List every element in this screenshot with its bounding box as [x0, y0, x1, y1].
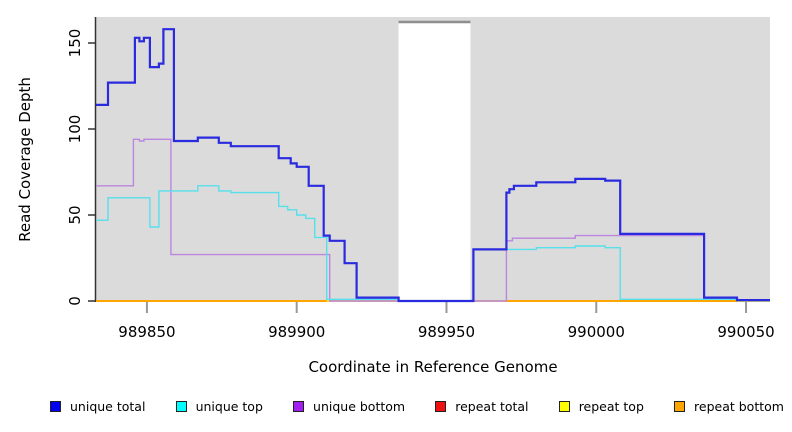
y-axis-title: Read Coverage Depth [16, 77, 34, 242]
legend-swatch [558, 401, 570, 412]
legend-swatch [175, 401, 187, 412]
legend-swatch [293, 401, 305, 412]
y-tick-label: 0 [66, 296, 84, 306]
legend-label: repeat bottom [694, 399, 784, 414]
x-tick-label: 990050 [717, 323, 774, 341]
y-axis-ticks: 0 50 100 150 [66, 29, 95, 306]
legend-item-unique-top: unique top [175, 399, 263, 414]
legend-label: repeat total [455, 399, 529, 414]
masked-region [398, 22, 471, 302]
x-tick-label: 989900 [268, 323, 325, 341]
legend-item-unique-total: unique total [50, 399, 145, 414]
y-tick-label: 150 [66, 29, 84, 58]
legend-label: unique total [70, 399, 146, 414]
y-tick-label: 100 [66, 115, 84, 144]
y-tick-label: 50 [66, 205, 84, 224]
x-tick-label: 989850 [118, 323, 175, 341]
legend-swatch [674, 401, 686, 412]
legend-item-repeat-top: repeat top [558, 399, 644, 414]
x-axis-ticks: 989850 989900 989950 990000 990050 [118, 302, 775, 341]
chart-canvas: 0 50 100 150 989850 989900 989950 990000 990050 R… [16, 17, 775, 341]
legend-item-unique-bottom: unique bottom [293, 399, 405, 414]
legend-item-repeat-total: repeat total [435, 399, 529, 414]
x-tick-label: 989950 [418, 323, 475, 341]
legend-item-repeat-bottom: repeat bottom [674, 399, 784, 414]
series-unique-total [96, 28, 770, 303]
legend: unique total unique top unique bottom repea… [50, 399, 784, 414]
legend-label: unique bottom [313, 399, 406, 414]
legend-swatch [50, 401, 61, 412]
legend-swatch [435, 401, 447, 412]
legend-label: repeat top [578, 399, 644, 414]
x-tick-label: 990000 [568, 323, 625, 341]
x-axis-title: Coordinate in Reference Genome [308, 358, 558, 376]
legend-label: unique top [195, 399, 263, 414]
series-unique-top [96, 185, 770, 302]
